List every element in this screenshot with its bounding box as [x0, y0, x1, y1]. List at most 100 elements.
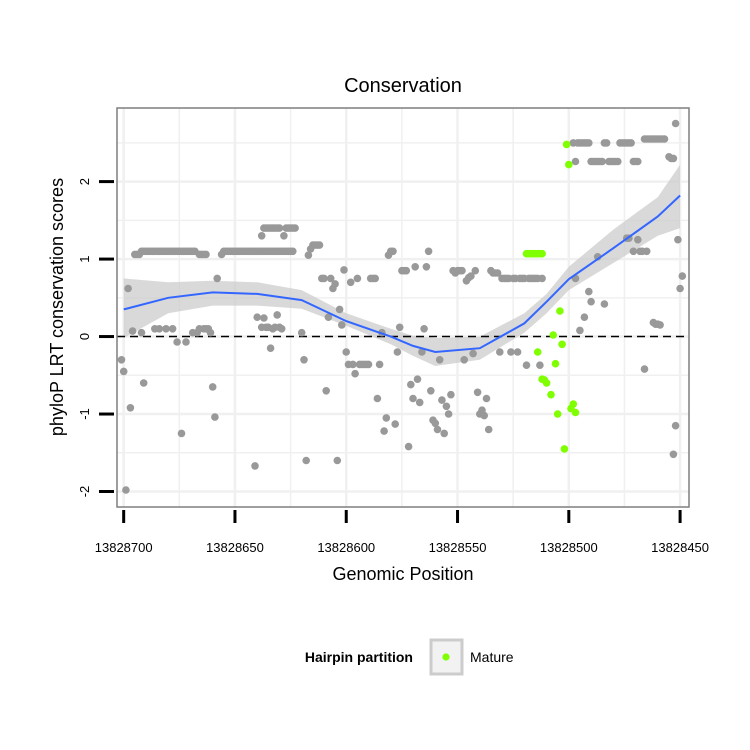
point [413, 375, 422, 384]
point [213, 274, 221, 283]
point [496, 348, 504, 356]
x-tick-label: 13828700 [95, 540, 153, 555]
point [444, 410, 453, 418]
point [482, 394, 491, 403]
point [442, 402, 451, 411]
point [536, 361, 544, 370]
point [678, 272, 687, 280]
point [128, 327, 137, 335]
point [340, 266, 348, 274]
mature-point [553, 410, 562, 418]
mature-point [549, 331, 557, 339]
point [671, 421, 680, 430]
point [674, 235, 682, 244]
point [493, 269, 502, 277]
point [342, 348, 351, 356]
point [513, 348, 522, 356]
point [364, 360, 373, 369]
mature-point [567, 404, 575, 413]
point [467, 272, 475, 280]
point [435, 356, 444, 364]
point [480, 411, 489, 420]
y-axis: -2 -1 0 1 2 [77, 178, 114, 497]
mature-point [547, 390, 555, 399]
confidence-band [123, 164, 681, 366]
point [580, 313, 589, 322]
point [280, 232, 288, 240]
point [420, 325, 428, 333]
point [438, 396, 446, 404]
point [640, 365, 649, 373]
x-tick-label: 13828600 [317, 540, 375, 555]
point [380, 427, 388, 435]
x-tick-label: 13828500 [540, 540, 598, 555]
point [627, 139, 635, 147]
x-axis-label: Genomic Position [332, 564, 473, 584]
point [122, 486, 130, 494]
point [600, 300, 609, 308]
smooth-line [123, 194, 681, 354]
point [576, 326, 584, 335]
point [473, 388, 482, 397]
point [351, 369, 359, 378]
point [471, 266, 480, 275]
point [119, 367, 128, 376]
point [324, 313, 333, 322]
point [669, 154, 678, 163]
point [211, 413, 219, 421]
point [587, 297, 595, 306]
point [331, 280, 339, 288]
point [656, 321, 664, 329]
point [253, 313, 261, 322]
confidence-band-group [123, 164, 681, 366]
point [404, 442, 413, 451]
mature-point [565, 160, 573, 169]
mature-point [551, 359, 560, 368]
point [326, 274, 335, 283]
point [391, 420, 400, 428]
point [433, 425, 442, 434]
point [389, 247, 397, 256]
mature-point [538, 375, 546, 384]
mature-point [522, 249, 531, 258]
point [124, 284, 132, 293]
chart-title: Conservation [344, 75, 462, 97]
point [634, 235, 642, 244]
point [598, 157, 606, 166]
point [202, 250, 210, 259]
point [375, 360, 384, 369]
x-tick-label: 13828450 [651, 540, 709, 555]
point [353, 274, 362, 283]
legend-label-mature: Mature [470, 649, 514, 665]
data-points [117, 119, 687, 494]
legend-title: Hairpin partition [305, 649, 413, 665]
point [427, 387, 435, 395]
mature-point [558, 340, 566, 349]
point [629, 247, 638, 256]
point [208, 383, 217, 391]
x-tick-label: 13828550 [429, 540, 487, 555]
point [251, 462, 259, 470]
point [302, 456, 311, 465]
legend-key-box [429, 638, 464, 676]
point [458, 266, 466, 275]
point [402, 266, 411, 275]
point [382, 414, 391, 422]
y-tick-label: -1 [77, 408, 92, 420]
point [266, 344, 275, 353]
point [447, 390, 455, 399]
mature-point [533, 348, 542, 356]
point [424, 247, 433, 256]
point [168, 325, 177, 333]
point [507, 348, 515, 356]
point [411, 263, 420, 271]
point [155, 325, 164, 333]
point [126, 404, 135, 412]
point [407, 380, 415, 389]
point [117, 356, 126, 364]
point [460, 356, 469, 364]
point [291, 224, 299, 232]
point [538, 274, 546, 283]
point [260, 314, 268, 322]
